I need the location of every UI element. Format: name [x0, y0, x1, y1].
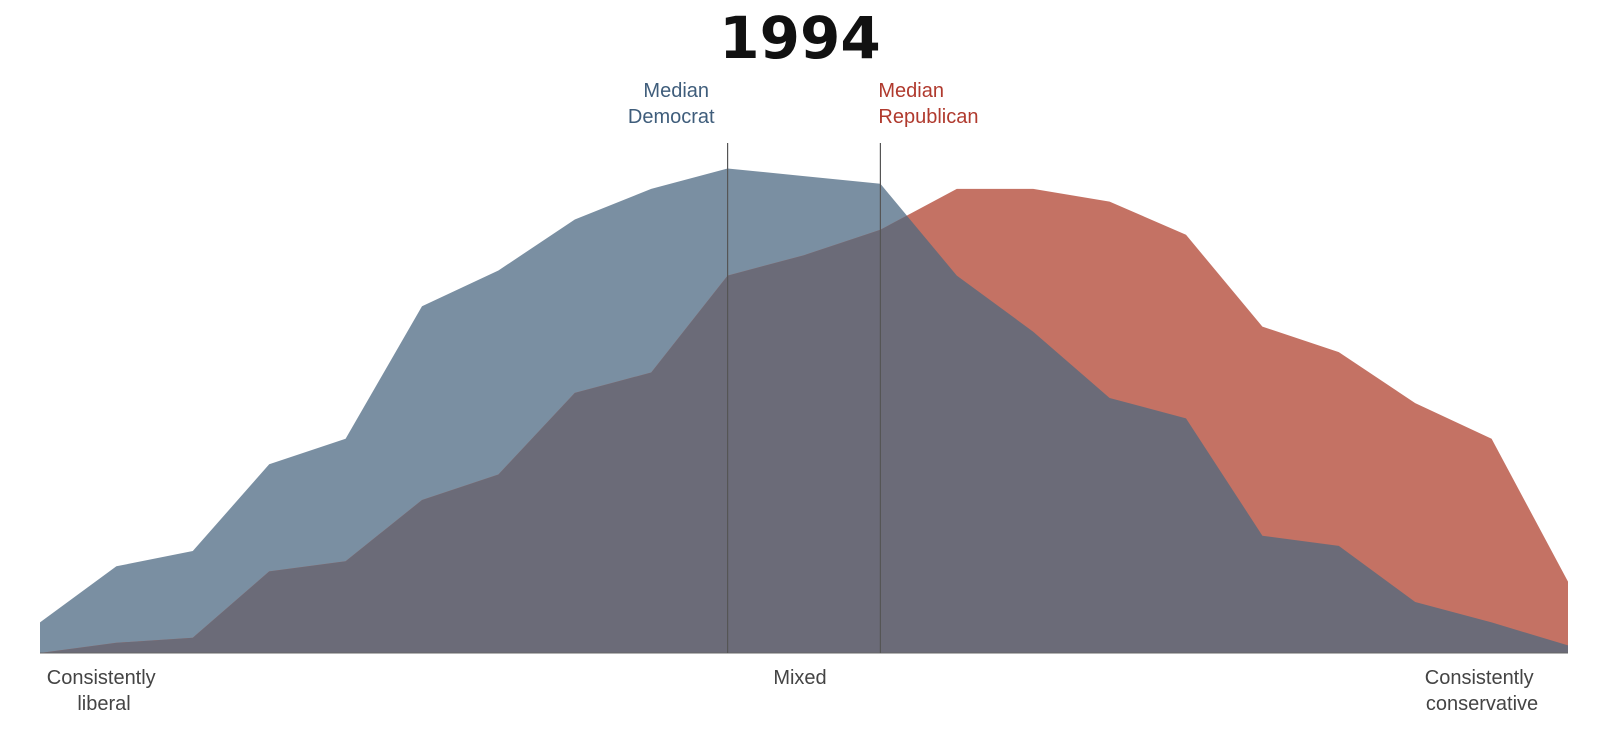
median-republican-label: Median Republican	[878, 80, 978, 128]
axis-label-right-line1: Consistently	[1425, 667, 1534, 689]
median-democrat-label: Median Democrat	[628, 80, 715, 128]
chart-title: 1994	[719, 4, 880, 72]
overlap-area	[40, 215, 1568, 653]
areas-layer	[40, 168, 1568, 653]
axis-label-center: Mixed	[773, 667, 826, 689]
axis-label-left-line1: Consistently	[47, 667, 156, 689]
axis-label-left: Consistently liberal	[47, 667, 162, 715]
median-republican-group: Median Republican	[878, 80, 978, 653]
median-democrat-label-line2: Democrat	[628, 106, 715, 128]
median-republican-label-line2: Republican	[878, 106, 978, 128]
axis-label-right-line2: conservative	[1426, 693, 1538, 715]
median-democrat-label-line1: Median	[643, 80, 709, 102]
median-democrat-group: Median Democrat	[628, 80, 729, 653]
axis-label-center-line1: Mixed	[773, 667, 826, 689]
axis-label-left-line2: liberal	[77, 693, 130, 715]
axis-label-right: Consistently conservative	[1425, 667, 1540, 715]
median-republican-label-line1: Median	[878, 80, 944, 102]
